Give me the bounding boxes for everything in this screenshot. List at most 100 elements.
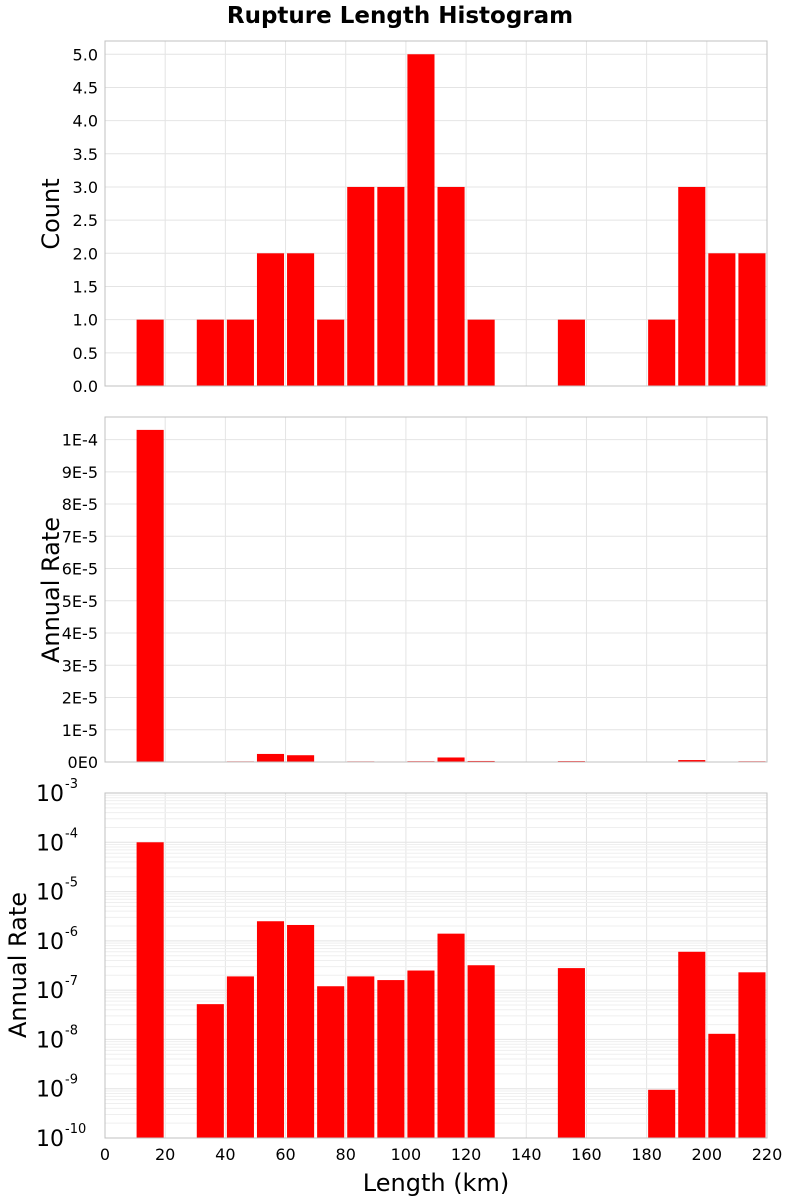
y-tick-label: 10 [36,930,64,955]
y-tick-exponent: -3 [65,777,78,792]
x-tick-label: 180 [631,1145,662,1164]
bar-rate-linear-195 [678,760,706,762]
bar-rate-linear-65 [287,755,315,762]
bar-rate-log-125 [467,965,495,1138]
panel-count: 0.0 0.5 1.0 1.5 2.0 2.5 3.0 3.5 4.0 4.5 5.0 Count [37,40,768,396]
y-tick-label: 0E0 [68,753,98,772]
bar-rate-linear-15 [136,429,164,762]
y-tick-label: 1.5 [73,277,98,296]
bar-rate-log-35 [196,1004,224,1138]
y-tick-label: 6E-5 [62,560,98,579]
y-tick-exponent: -7 [65,974,78,989]
x-tick-label: 140 [511,1145,542,1164]
y-tick-label: 5.0 [73,45,98,64]
y-tick-label: 1E-4 [62,431,98,450]
y-tick-label: 5E-5 [62,592,98,611]
x-tick-label: 220 [752,1145,783,1164]
y-tick-label: 0.5 [73,344,98,363]
chart-title: Rupture Length Histogram [227,3,573,29]
bar-rate-log-65 [287,924,315,1138]
bar-rate-log-195 [678,951,706,1138]
bar-rate-linear-115 [437,757,465,762]
bar-count-55 [256,253,285,386]
x-tick-label: 40 [215,1145,235,1164]
y-tick-exponent: -5 [65,876,78,891]
x-tick-label: 120 [451,1145,482,1164]
bar-count-45 [226,319,254,386]
y-tick-label: 10 [36,979,64,1004]
bar-count-115 [437,186,465,386]
bar-rate-log-155 [557,968,585,1138]
bar-count-195 [678,186,706,386]
y-tick-label: 1E-5 [62,721,98,740]
plot-frame [104,416,768,763]
y-tick-exponent: -8 [65,1023,78,1038]
y-tick-label: 3.0 [73,178,98,197]
y-axis-label: Count [37,178,65,249]
y-tick-exponent: -6 [65,925,78,940]
x-tick-label: 0 [100,1145,110,1164]
y-axis-label: Annual Rate [37,517,65,663]
x-tick-label: 200 [692,1145,723,1164]
bar-rate-log-105 [407,970,435,1138]
bar-count-95 [377,186,405,386]
y-tick-label: 2E-5 [62,689,98,708]
panel-rate-linear: 0E0 1E-5 2E-5 3E-5 4E-5 5E-5 6E-5 7E-5 8E-5 9E-5 1… [37,416,768,772]
bar-count-215 [738,253,766,386]
bar-count-125 [467,319,495,386]
bar-rate-log-15 [136,842,164,1138]
bar-count-65 [287,253,315,386]
y-tick-label: 10 [36,881,64,906]
bar-count-105 [407,54,435,387]
bar-rate-linear-125 [467,760,495,762]
x-tick-label: 160 [571,1145,602,1164]
y-tick-label: 4E-5 [62,624,98,643]
bar-rate-log-205 [708,1033,736,1138]
bar-rate-log-85 [347,976,375,1138]
y-tick-label: 10 [36,831,64,856]
bar-rate-log-115 [437,933,465,1138]
y-tick-label: 10 [36,1127,64,1152]
plot-frame [104,792,768,1139]
y-tick-label: 10 [36,782,64,807]
bar-rate-log-45 [226,976,254,1138]
y-tick-exponent: -10 [65,1122,86,1137]
y-tick-label: 9E-5 [62,463,98,482]
bar-count-35 [196,319,224,386]
y-tick-label: 2.0 [73,244,98,263]
y-tick-label: 1.0 [73,311,98,330]
y-tick-exponent: -9 [65,1073,78,1088]
bar-count-205 [708,253,736,386]
y-tick-label: 3.5 [73,145,98,164]
bar-rate-log-75 [317,986,345,1138]
bar-rate-log-185 [648,1089,676,1138]
y-axis-label: Annual Rate [4,892,32,1038]
x-axis-label: Length (km) [363,1169,509,1197]
y-tick-label: 7E-5 [62,527,98,546]
x-tick-label: 100 [391,1145,422,1164]
bar-rate-linear-55 [256,753,285,762]
y-tick-exponent: -4 [65,826,78,841]
x-tick-label: 80 [336,1145,356,1164]
y-tick-label: 10 [36,1028,64,1053]
y-tick-label: 2.5 [73,211,98,230]
bar-rate-log-95 [377,980,405,1138]
y-tick-label: 4.5 [73,78,98,97]
bar-count-155 [557,319,585,386]
plot-frame [104,40,768,387]
y-tick-label: 10 [36,1078,64,1103]
x-tick-label: 20 [155,1145,175,1164]
bar-count-185 [648,319,676,386]
y-tick-label: 3E-5 [62,656,98,675]
y-tick-label: 0.0 [73,377,98,396]
bar-count-75 [317,319,345,386]
y-tick-label: 4.0 [73,112,98,131]
x-tick-label: 60 [275,1145,295,1164]
bar-rate-log-215 [738,972,766,1138]
y-tick-label: 8E-5 [62,495,98,514]
bar-rate-log-55 [256,921,285,1138]
x-axis: 0 20 40 60 80 100 120 140 160 180 200 220 [100,1145,782,1164]
bar-count-15 [136,319,164,386]
